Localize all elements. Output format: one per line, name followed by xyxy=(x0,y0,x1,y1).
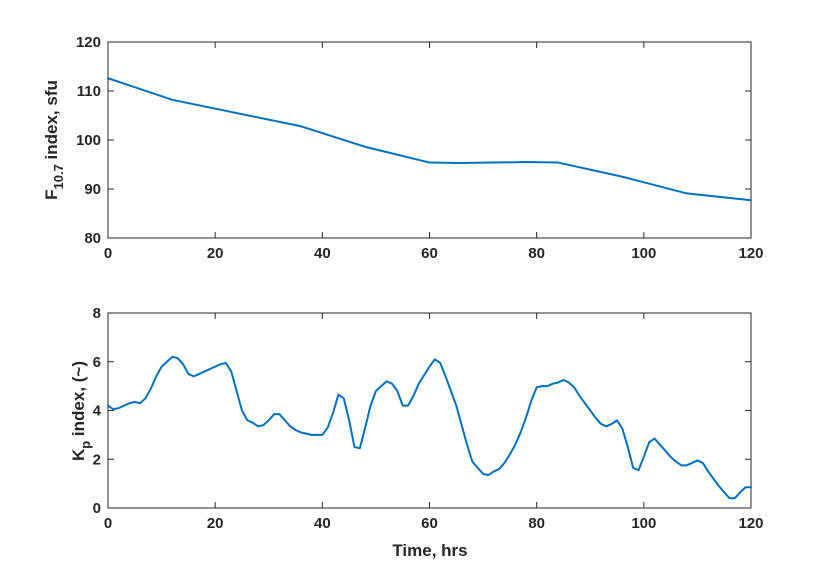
kp-y-tick-label: 8 xyxy=(93,305,101,322)
kp-axes: 0 20 40 60 80 100 120 0 2 4 6 8 Kp index, (~) Time… xyxy=(69,305,764,560)
kp-y-label-subscript: p xyxy=(78,441,93,449)
f107-x-tick-label: 40 xyxy=(314,245,331,262)
kp-plot-area xyxy=(107,312,752,509)
f107-x-ticks: 0 20 40 60 80 100 120 xyxy=(104,42,764,262)
kp-x-tick-label: 40 xyxy=(314,515,331,532)
kp-y-tick-label: 0 xyxy=(93,500,101,517)
kp-x-tick-label: 120 xyxy=(738,515,763,532)
kp-y-tick-label: 6 xyxy=(93,354,101,371)
f107-y-tick-label: 90 xyxy=(84,181,101,198)
f107-y-axis-label: F10.7 index, sfu xyxy=(42,80,66,200)
f107-x-tick-label: 20 xyxy=(207,245,224,262)
f107-x-tick-label: 80 xyxy=(528,245,545,262)
f107-plot-area xyxy=(107,41,752,239)
f107-x-tick-label: 60 xyxy=(421,245,438,262)
kp-x-tick-label: 20 xyxy=(207,515,224,532)
f107-y-tick-label: 80 xyxy=(84,230,101,247)
kp-y-ticks: 0 2 4 6 8 xyxy=(93,305,751,517)
kp-y-tick-label: 2 xyxy=(93,451,101,468)
f107-y-tick-label: 110 xyxy=(77,83,101,100)
f107-y-label-rest: index, sfu xyxy=(42,80,61,164)
kp-x-ticks: 0 20 40 60 80 100 120 xyxy=(104,313,764,532)
f107-x-tick-label: 100 xyxy=(631,245,656,262)
kp-x-axis-label: Time, hrs xyxy=(392,541,467,560)
f107-y-tick-label: 120 xyxy=(76,34,101,51)
f107-series-line xyxy=(107,77,752,202)
kp-x-tick-label: 60 xyxy=(421,515,438,532)
kp-y-label-main: K xyxy=(69,448,88,461)
f107-y-label-subscript: 10.7 xyxy=(51,164,66,189)
kp-y-tick-label: 4 xyxy=(93,403,102,420)
kp-series-line xyxy=(107,355,752,500)
kp-y-axis-label: Kp index, (~) xyxy=(69,361,93,461)
f107-x-tick-label: 120 xyxy=(738,245,763,262)
f107-y-label-main: F xyxy=(42,190,61,200)
f107-x-tick-label: 0 xyxy=(104,245,112,262)
f107-y-ticks: 80 90 100 110 120 xyxy=(76,34,751,247)
kp-x-tick-label: 100 xyxy=(631,515,656,532)
kp-x-tick-label: 80 xyxy=(528,515,545,532)
kp-x-tick-label: 0 xyxy=(104,515,112,532)
f107-y-tick-label: 100 xyxy=(76,132,101,149)
f107-axes: 0 20 40 60 80 100 120 80 90 100 110 120 F10.7 inde… xyxy=(42,34,764,262)
kp-y-label-rest: index, (~) xyxy=(69,361,88,441)
